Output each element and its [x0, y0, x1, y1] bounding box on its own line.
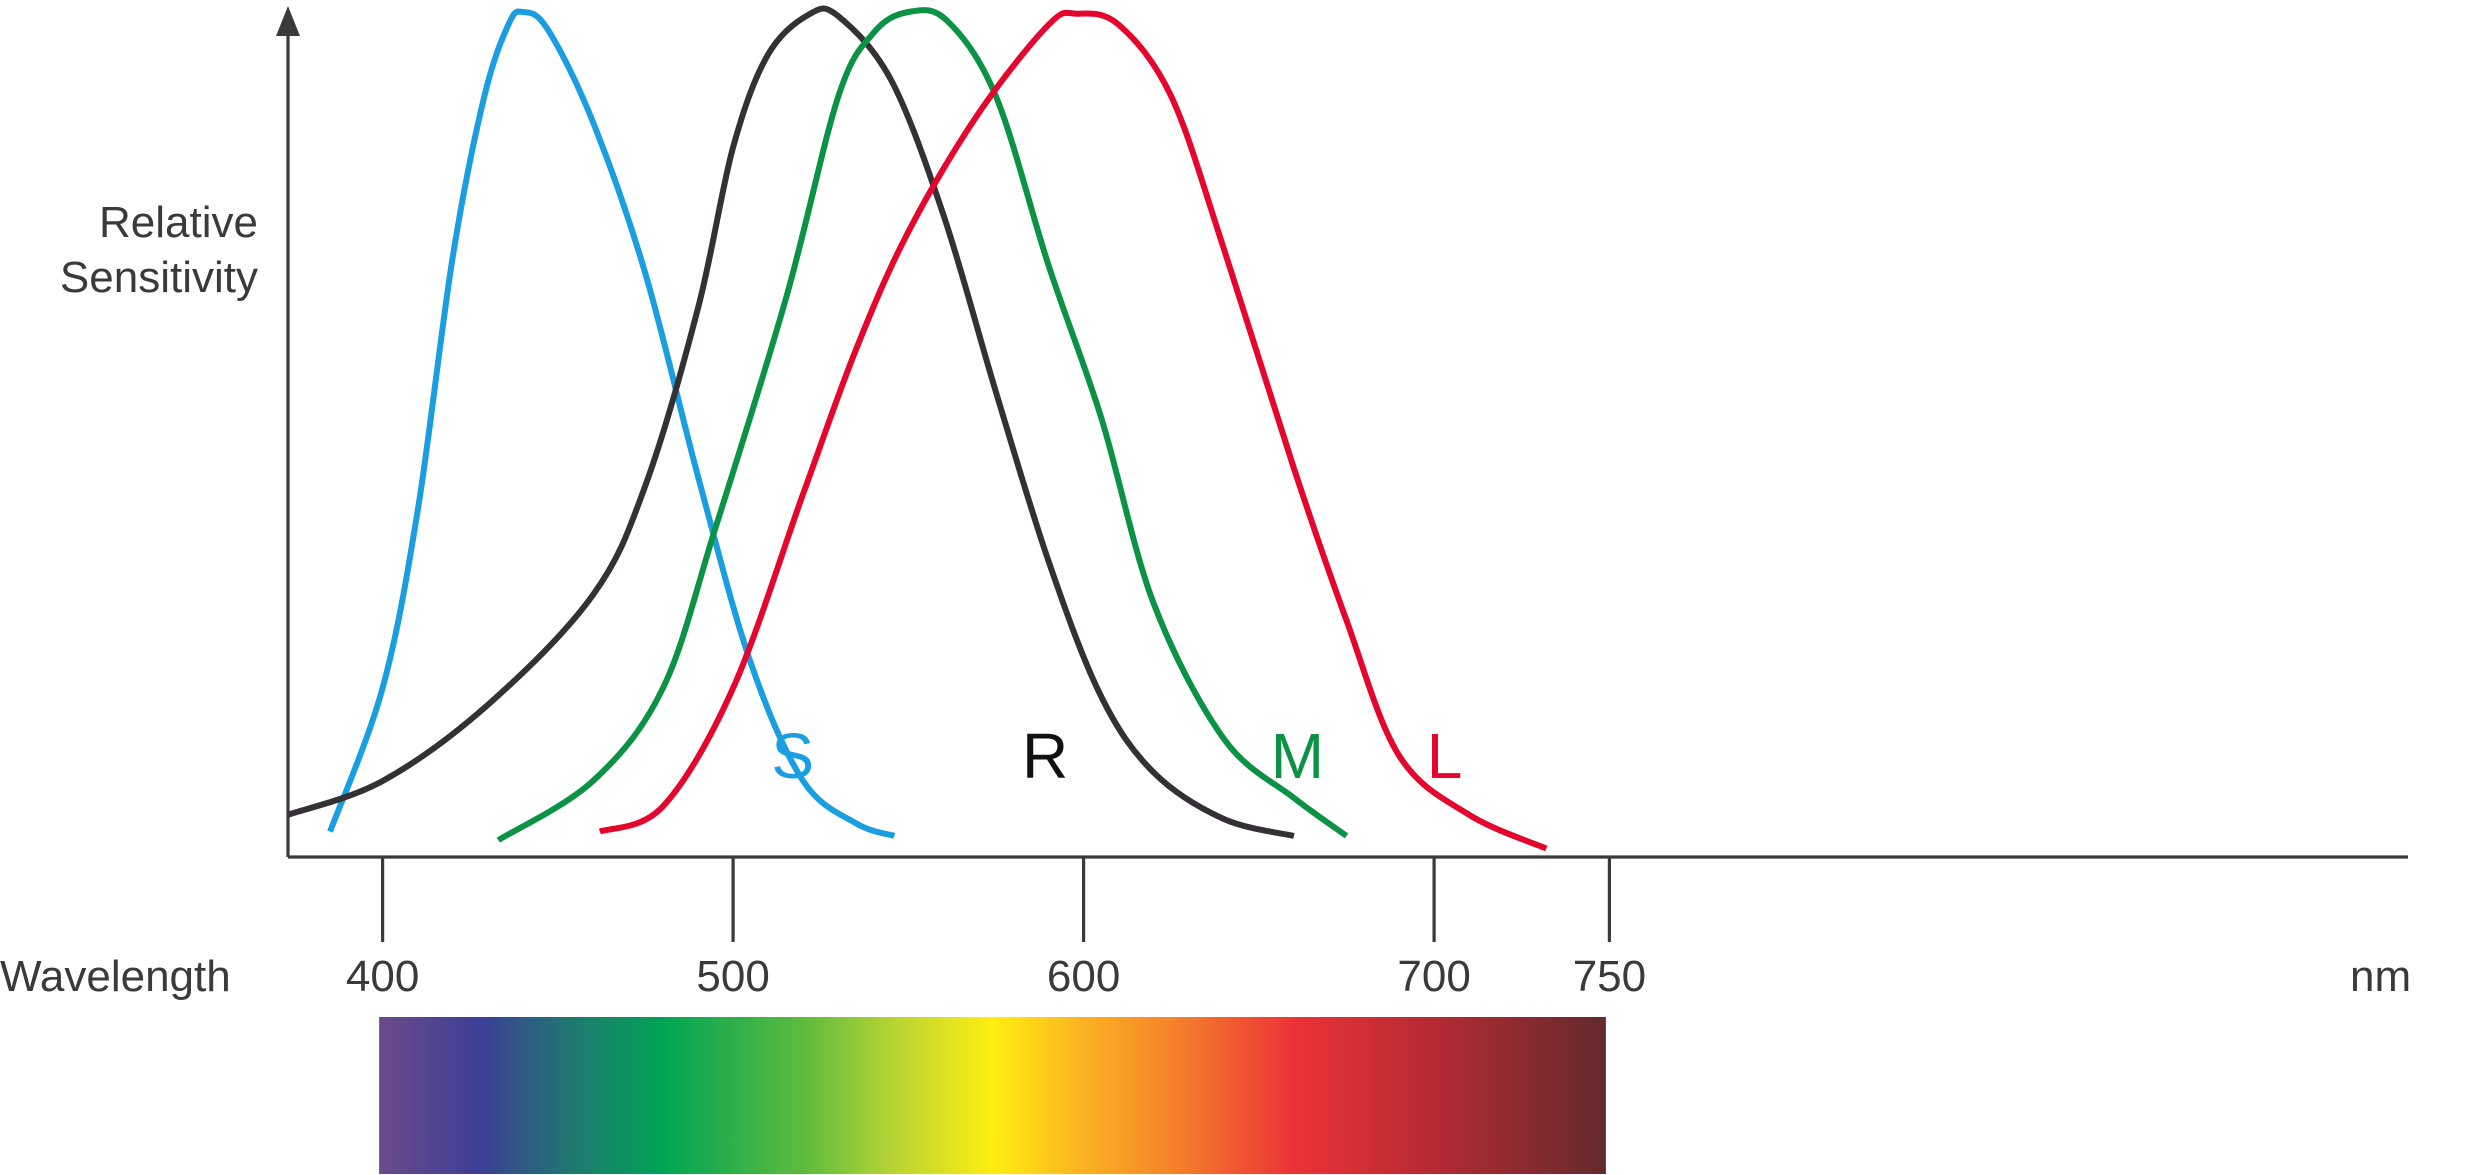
curve-m: [496, 7, 1349, 843]
x-tick-label-500: 500: [696, 952, 769, 1001]
x-tick-label-700: 700: [1397, 952, 1470, 1001]
x-axis-ticks: 400 500 600 700 750: [346, 857, 1646, 1001]
series-curves: [286, 5, 1548, 852]
curve-l: [598, 9, 1548, 852]
x-tick-label-400: 400: [346, 952, 419, 1001]
series-label-m: M: [1271, 720, 1324, 792]
y-axis-arrowhead: [276, 6, 300, 36]
y-axis-label-line-1: Relative: [99, 198, 258, 247]
series-label-l: L: [1427, 720, 1463, 792]
axes: [276, 6, 2408, 859]
x-axis-label: Wavelength: [0, 952, 231, 1001]
curve-r: [286, 5, 1295, 839]
y-axis-label: Relative Sensitivity: [60, 198, 258, 302]
x-tick-label-600: 600: [1047, 952, 1120, 1001]
series-label-s: S: [771, 720, 814, 792]
x-tick-label-750: 750: [1573, 952, 1646, 1001]
series-label-r: R: [1022, 720, 1068, 792]
curve-s: [327, 8, 896, 839]
y-axis-label-line-2: Sensitivity: [60, 253, 258, 302]
visible-spectrum-bar: [379, 1017, 1606, 1174]
x-axis-unit-label: nm: [2350, 952, 2411, 1001]
